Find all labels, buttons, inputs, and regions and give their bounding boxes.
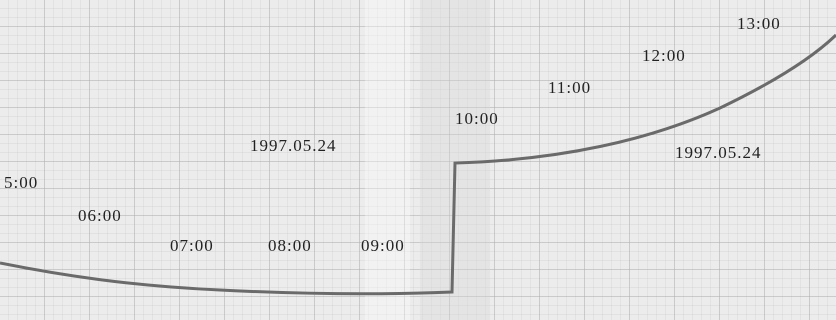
time-label: 07:00 <box>170 236 214 255</box>
time-label: 5:00 <box>4 173 38 192</box>
time-label: 08:00 <box>268 236 312 255</box>
recorder-chart: 5:00 06:00 07:00 08:00 09:00 10:00 11:00… <box>0 0 836 320</box>
paper-shade <box>420 0 490 320</box>
time-label: 09:00 <box>361 236 405 255</box>
paper-fade <box>365 0 410 320</box>
time-label: 13:00 <box>737 14 781 33</box>
time-label: 10:00 <box>455 109 499 128</box>
date-label: 1997.05.24 <box>675 143 762 162</box>
time-label: 12:00 <box>642 46 686 65</box>
date-label: 1997.05.24 <box>250 136 337 155</box>
time-label: 06:00 <box>78 206 122 225</box>
time-label: 11:00 <box>548 78 591 97</box>
